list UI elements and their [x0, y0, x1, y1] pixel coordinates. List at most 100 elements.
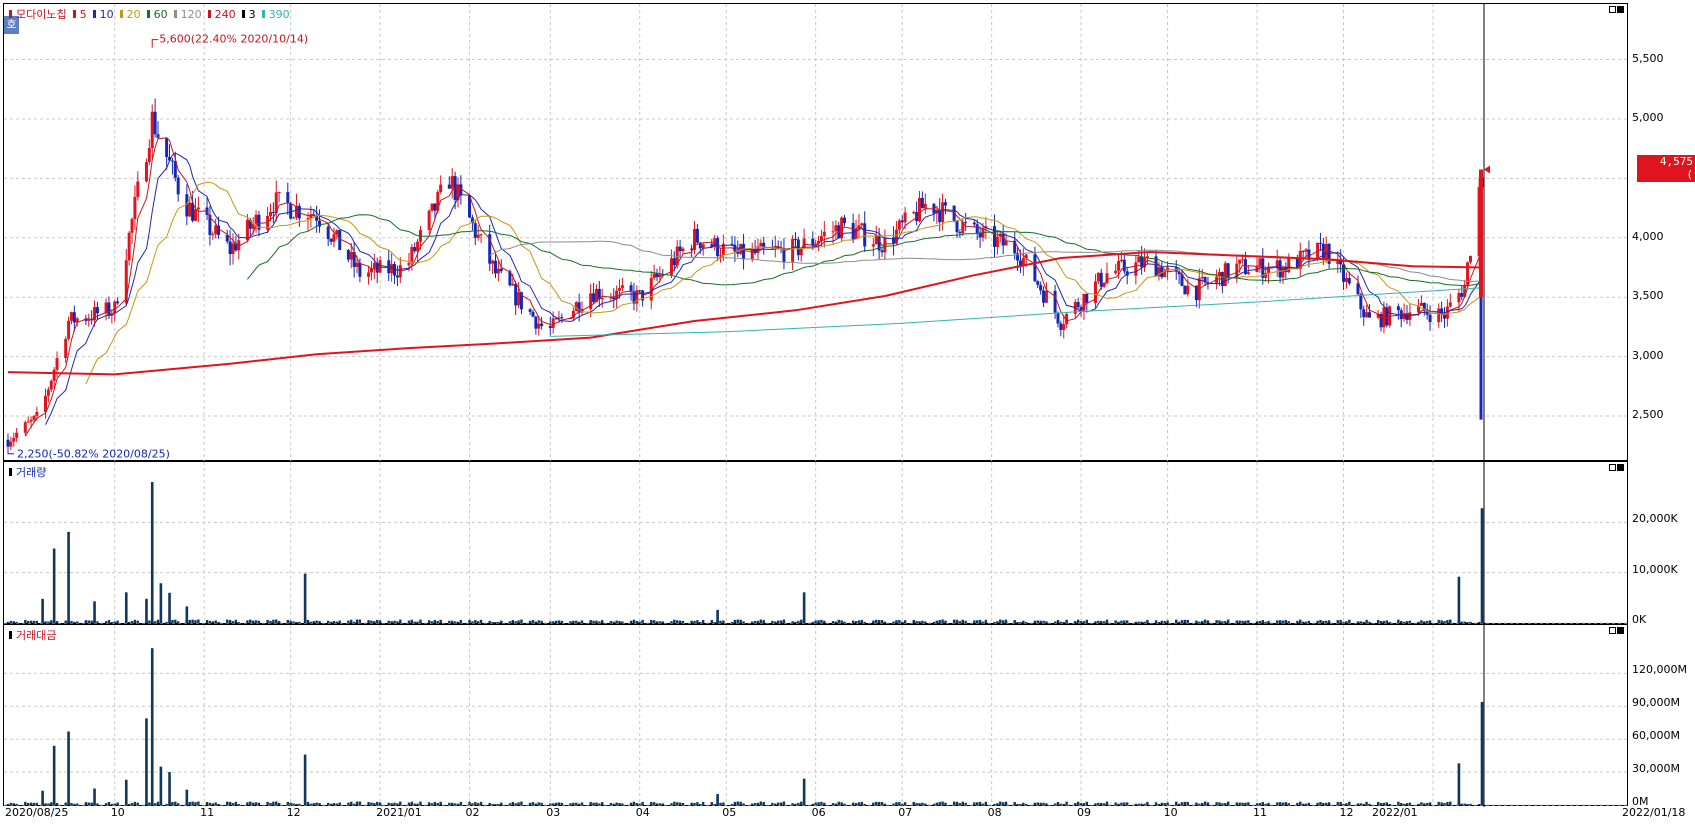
- bar-baseline: [1076, 801, 1080, 805]
- bar-baseline: [776, 802, 780, 805]
- bar-baseline: [1218, 620, 1221, 623]
- candle-body: [1347, 278, 1351, 284]
- restore-icon[interactable]: [1609, 6, 1616, 13]
- restore-icon[interactable]: [1609, 627, 1616, 634]
- bar-baseline: [272, 801, 275, 805]
- bar-baseline: [1405, 621, 1409, 623]
- bar-baseline: [1160, 802, 1164, 805]
- bar-baseline: [350, 801, 353, 805]
- bar: [124, 779, 128, 805]
- bar-baseline: [76, 803, 79, 805]
- price-window-buttons[interactable]: [1609, 6, 1625, 14]
- candle-body: [87, 319, 91, 321]
- bar-baseline: [520, 619, 523, 623]
- candle-body: [984, 226, 988, 228]
- candle-body: [228, 241, 232, 255]
- bar-baseline: [1105, 801, 1109, 805]
- bar-baseline: [1304, 621, 1308, 623]
- bar-baseline: [895, 620, 898, 623]
- bar-baseline: [978, 801, 982, 805]
- bar-baseline: [127, 621, 131, 623]
- candle-body: [346, 250, 350, 260]
- legend-swatch: [261, 10, 265, 18]
- ma-390-line: [550, 287, 1483, 337]
- candle-body: [993, 226, 997, 247]
- bar-baseline: [1004, 619, 1008, 623]
- candle-body: [1385, 307, 1389, 326]
- amount-window-buttons[interactable]: [1609, 627, 1625, 635]
- bar-baseline: [1437, 801, 1440, 805]
- bar-baseline: [1105, 619, 1109, 623]
- bar-baseline: [315, 802, 318, 805]
- candle-body: [26, 421, 30, 423]
- amount-chart[interactable]: [4, 625, 1629, 807]
- legend-item-5: 120: [180, 7, 202, 21]
- ma-20-line: [85, 181, 1483, 385]
- candle-body: [1166, 267, 1170, 271]
- bar-baseline: [1356, 803, 1360, 805]
- candle-body: [571, 310, 575, 319]
- bar-baseline: [205, 801, 209, 805]
- bar-baseline: [1019, 621, 1022, 623]
- legend-swatch: [146, 10, 150, 18]
- y-tick-label: 0K: [1632, 613, 1647, 626]
- candle-body: [1044, 290, 1048, 303]
- maximize-icon[interactable]: [1617, 6, 1624, 13]
- candle-body: [358, 262, 362, 277]
- bar-baseline: [1013, 802, 1016, 805]
- candle-body: [1143, 257, 1147, 268]
- bar-baseline: [1368, 803, 1371, 805]
- bar-baseline: [171, 619, 174, 623]
- legend-swatch: [173, 10, 177, 18]
- bar-baseline: [575, 620, 578, 623]
- y-tick-label: 4,000: [1632, 229, 1664, 243]
- bar-baseline: [676, 802, 679, 805]
- candle-body: [1021, 258, 1025, 266]
- volume-chart[interactable]: [4, 462, 1629, 625]
- candle-body: [1160, 267, 1164, 278]
- maximize-icon[interactable]: [1617, 464, 1624, 471]
- bar-baseline: [188, 802, 191, 805]
- candle-body: [851, 223, 855, 240]
- maximize-icon[interactable]: [1617, 627, 1624, 634]
- bar-baseline: [32, 802, 36, 805]
- bar-baseline: [110, 803, 114, 805]
- candle-body: [29, 419, 33, 422]
- candle-body: [915, 211, 919, 222]
- candle-body: [877, 235, 881, 251]
- bar-baseline: [6, 621, 10, 623]
- bar-baseline: [693, 620, 696, 623]
- bar-baseline: [295, 803, 298, 805]
- bar-baseline: [1154, 620, 1158, 623]
- candle-body: [1336, 258, 1340, 264]
- candle-body: [193, 209, 197, 221]
- candle-body: [211, 234, 215, 236]
- bar-baseline: [1235, 620, 1239, 623]
- candle-body: [9, 441, 13, 447]
- price-chart[interactable]: 5,600(22.40% 2020/10/14) 2,250(-50.82% 20…: [4, 4, 1629, 462]
- bar-baseline: [1076, 619, 1080, 623]
- bar-baseline: [800, 619, 803, 623]
- bar-baseline: [673, 801, 676, 805]
- legend-item-4: 60: [153, 7, 168, 21]
- candle-body: [188, 202, 192, 217]
- bar-baseline: [254, 620, 258, 623]
- bar-baseline: [1420, 802, 1423, 805]
- x-tick-label: 2020/08/25: [5, 806, 69, 819]
- volume-window-buttons[interactable]: [1609, 464, 1625, 472]
- side-tab[interactable]: 호: [4, 16, 19, 34]
- bar: [802, 778, 806, 805]
- bar-baseline: [208, 802, 212, 805]
- bar-baseline: [1059, 803, 1063, 805]
- bar-baseline: [1281, 802, 1285, 805]
- candle-body: [1428, 314, 1432, 323]
- candle-body: [840, 217, 844, 239]
- bar-baseline: [1033, 802, 1037, 805]
- bar-baseline: [615, 620, 618, 623]
- candle-body: [721, 243, 725, 256]
- bar-baseline: [116, 802, 119, 805]
- bar-baseline: [1166, 802, 1169, 805]
- restore-icon[interactable]: [1609, 464, 1616, 471]
- candle-body: [883, 237, 887, 253]
- bar-baseline: [1299, 619, 1302, 623]
